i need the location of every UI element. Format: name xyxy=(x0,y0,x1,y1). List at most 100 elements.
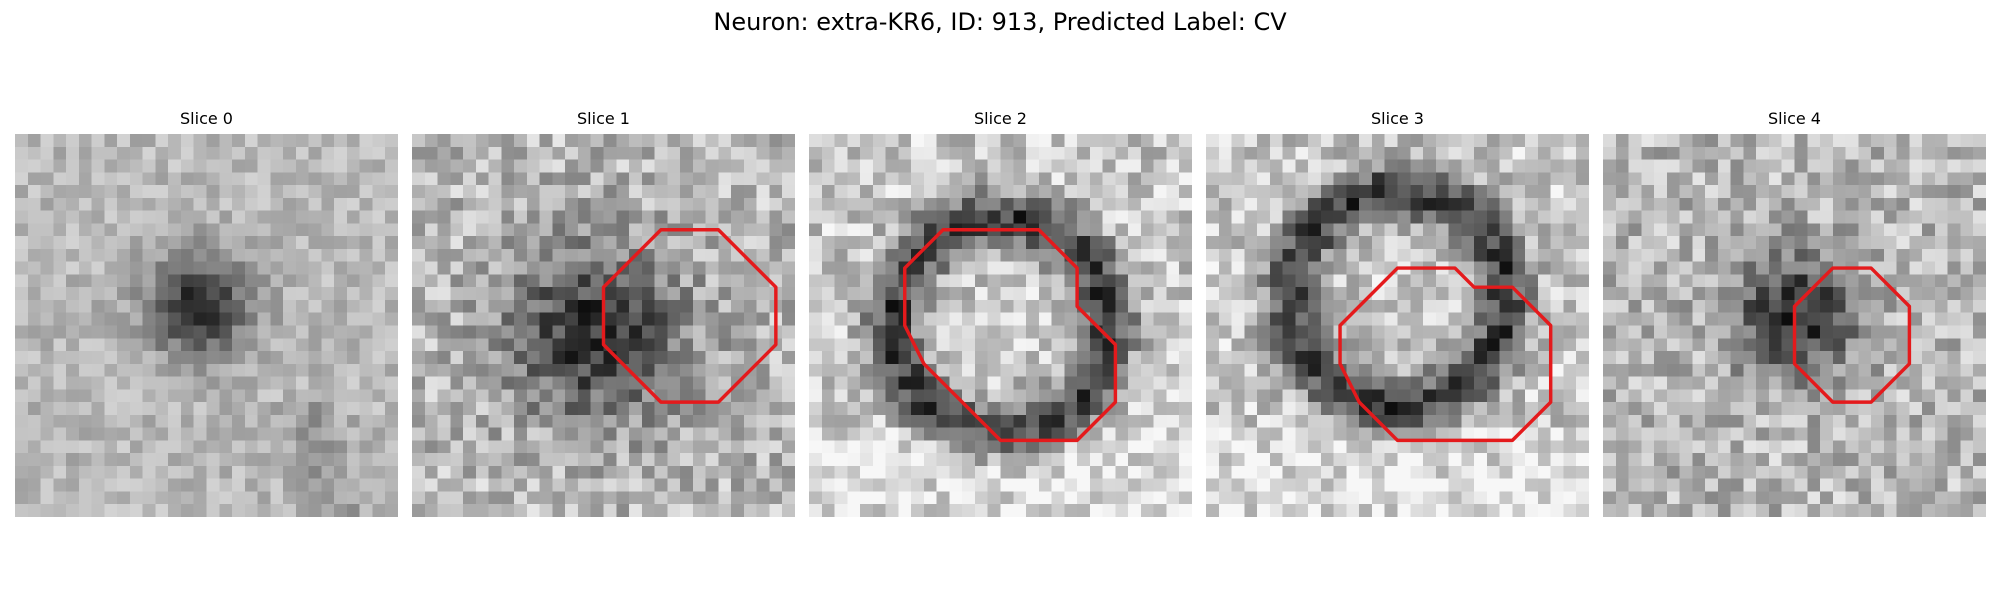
pixel-cell xyxy=(1499,376,1513,390)
pixel-cell xyxy=(1628,465,1642,479)
pixel-cell xyxy=(603,376,617,390)
pixel-cell xyxy=(552,248,566,262)
pixel-cell xyxy=(654,210,668,224)
pixel-cell xyxy=(1013,261,1027,275)
pixel-cell xyxy=(142,248,156,262)
pixel-cell xyxy=(1166,185,1180,199)
pixel-cell xyxy=(769,453,783,467)
pixel-cell xyxy=(1576,134,1589,147)
pixel-cell xyxy=(552,376,566,390)
pixel-cell xyxy=(117,172,131,186)
pixel-cell xyxy=(1756,427,1770,441)
pixel-cell xyxy=(91,427,105,441)
pixel-cell xyxy=(731,389,745,403)
pixel-cell xyxy=(1179,261,1192,275)
pixel-cell xyxy=(91,274,105,288)
pixel-cell xyxy=(244,453,258,467)
pixel-cell xyxy=(1166,274,1180,288)
pixel-cell xyxy=(1666,325,1680,339)
pixel-cell xyxy=(1615,414,1629,428)
pixel-cell xyxy=(1615,312,1629,326)
pixel-cell xyxy=(53,440,67,454)
pixel-cell xyxy=(769,465,783,479)
pixel-cell xyxy=(1295,236,1309,250)
pixel-cell xyxy=(731,185,745,199)
pixel-cell xyxy=(475,376,489,390)
pixel-cell xyxy=(1038,248,1052,262)
pixel-cell xyxy=(463,363,477,377)
pixel-cell xyxy=(1244,338,1258,352)
pixel-cell xyxy=(1179,440,1192,454)
pixel-cell xyxy=(180,248,194,262)
pixel-cell xyxy=(1883,159,1897,173)
pixel-cell xyxy=(1603,427,1616,441)
pixel-cell xyxy=(692,440,706,454)
pixel-cell xyxy=(295,236,309,250)
pixel-cell xyxy=(412,338,425,352)
pixel-cell xyxy=(78,338,92,352)
pixel-cell xyxy=(1858,338,1872,352)
pixel-cell xyxy=(1371,185,1385,199)
pixel-cell xyxy=(1115,376,1129,390)
pixel-cell xyxy=(1525,325,1539,339)
pixel-cell xyxy=(1077,376,1091,390)
pixel-cell xyxy=(40,210,54,224)
pixel-cell xyxy=(1781,402,1795,416)
pixel-cell xyxy=(923,325,937,339)
pixel-cell xyxy=(66,159,80,173)
pixel-cell xyxy=(821,376,835,390)
pixel-cell xyxy=(155,185,169,199)
pixel-cell xyxy=(1756,172,1770,186)
pixel-cell xyxy=(129,351,143,364)
pixel-cell xyxy=(1295,274,1309,288)
pixel-cell xyxy=(987,414,1001,428)
pixel-cell xyxy=(463,197,477,211)
pixel-cell xyxy=(1206,325,1219,339)
pixel-cell xyxy=(193,248,207,262)
pixel-cell xyxy=(412,465,425,479)
pixel-cell xyxy=(782,197,795,211)
pixel-cell xyxy=(1717,287,1731,301)
pixel-cell xyxy=(1512,185,1526,199)
pixel-cell xyxy=(180,210,194,224)
pixel-cell xyxy=(1282,287,1296,301)
pixel-cell xyxy=(1244,325,1258,339)
pixel-cell xyxy=(1794,146,1808,160)
pixel-cell xyxy=(244,146,258,160)
pixel-cell xyxy=(552,453,566,467)
figure-title: Neuron: extra-KR6, ID: 913, Predicted La… xyxy=(713,8,1287,36)
pixel-cell xyxy=(1384,172,1398,186)
pixel-cell xyxy=(654,197,668,211)
pixel-cell xyxy=(206,312,220,326)
pixel-cell xyxy=(1679,440,1693,454)
pixel-cell xyxy=(1089,261,1103,275)
pixel-cell xyxy=(1730,197,1744,211)
pixel-cell xyxy=(641,478,655,492)
pixel-cell xyxy=(872,478,886,492)
pixel-cell xyxy=(437,363,451,377)
pixel-cell xyxy=(1257,185,1271,199)
pixel-cell xyxy=(1794,261,1808,275)
pixel-cell xyxy=(244,325,258,339)
pixel-cell xyxy=(847,274,861,288)
pixel-cell xyxy=(1896,465,1910,479)
pixel-cell xyxy=(475,312,489,326)
pixel-cell xyxy=(1858,440,1872,454)
pixel-cell xyxy=(974,210,988,224)
pixel-cell xyxy=(1308,223,1322,237)
pixel-cell xyxy=(180,363,194,377)
pixel-cell xyxy=(1089,465,1103,479)
pixel-cell xyxy=(1397,274,1411,288)
pixel-cell xyxy=(1603,325,1616,339)
pixel-cell xyxy=(1550,172,1564,186)
pixel-cell xyxy=(1922,402,1936,416)
pixel-cell xyxy=(27,440,41,454)
pixel-cell xyxy=(847,261,861,275)
pixel-cell xyxy=(1077,440,1091,454)
pixel-cell xyxy=(949,325,963,339)
pixel-cell xyxy=(834,363,848,377)
pixel-cell xyxy=(1308,274,1322,288)
pixel-cell xyxy=(1499,185,1513,199)
pixel-cell xyxy=(53,465,67,479)
pixel-cell xyxy=(1654,274,1668,288)
